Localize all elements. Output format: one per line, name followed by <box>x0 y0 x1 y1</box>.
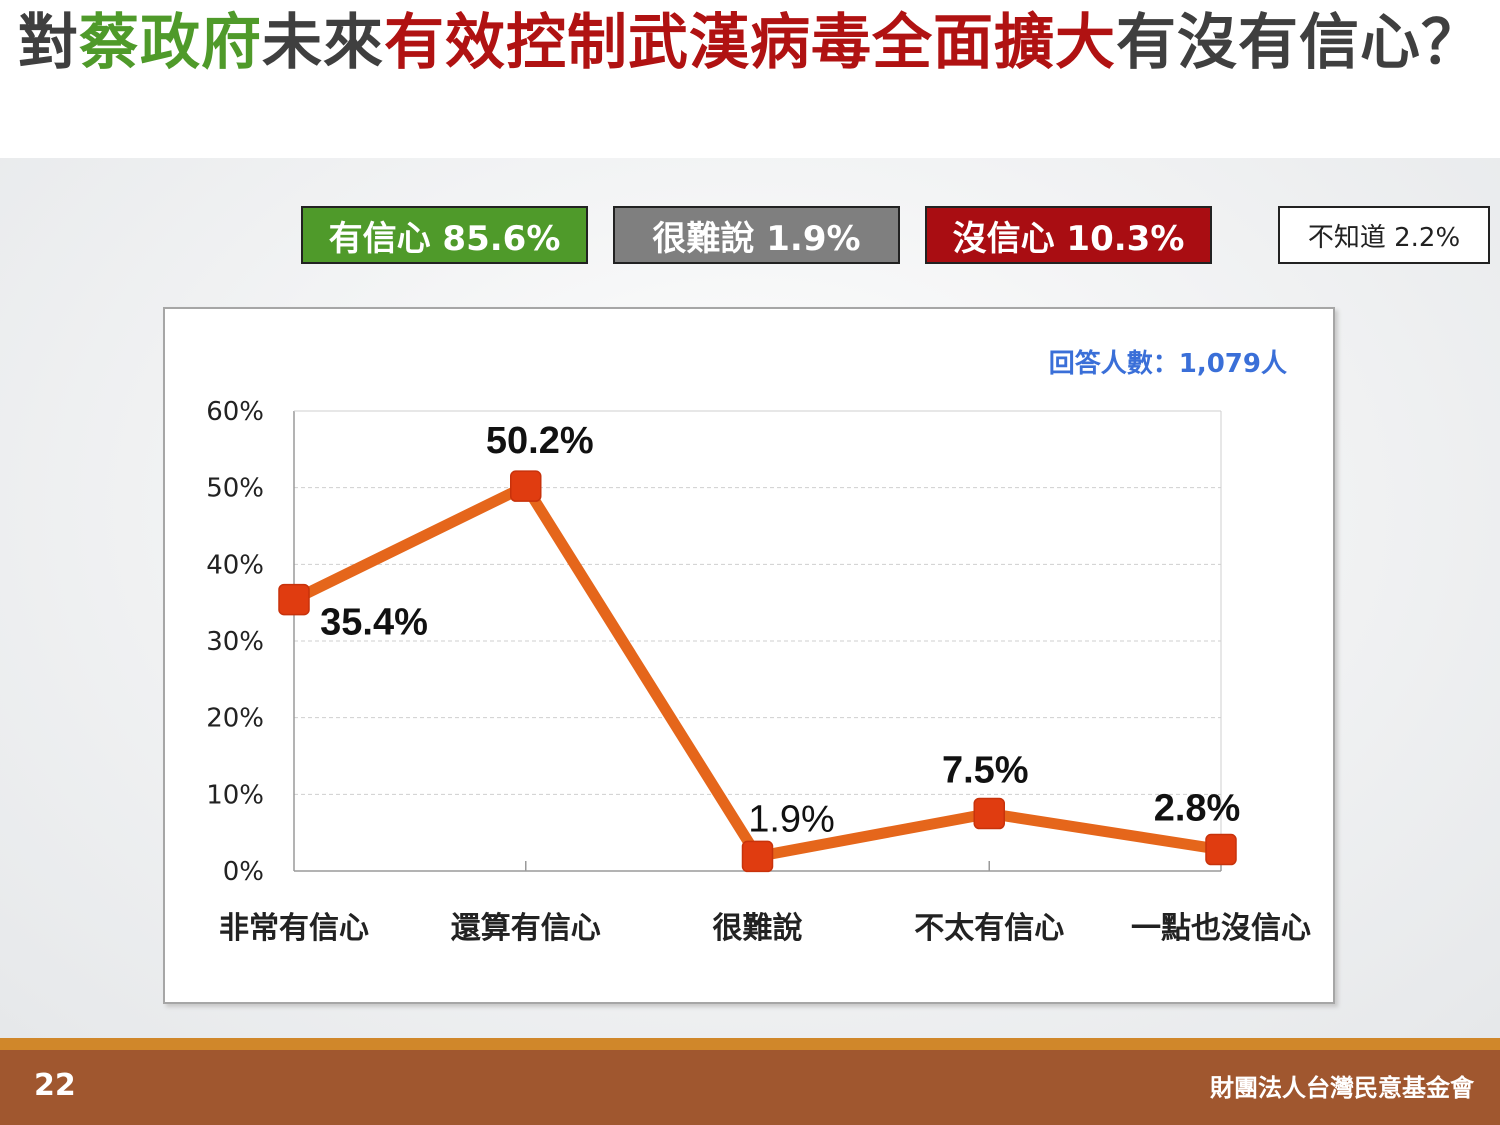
y-tick-label: 10% <box>206 780 264 810</box>
summary-hard-to-say-box: 很難說 1.9% <box>613 206 900 264</box>
respondents-note: 回答人數：1,079人 <box>1049 348 1287 379</box>
y-tick-label: 0% <box>223 857 264 887</box>
title-part-topic: 有效控制武漢病毒全面擴大 <box>384 8 1116 78</box>
title-part-5: 有沒有信心？ <box>1116 8 1482 78</box>
data-point-marker <box>1205 833 1237 866</box>
page-number: 22 <box>34 1068 76 1103</box>
footer-bar <box>0 1050 1500 1125</box>
y-tick-label: 40% <box>206 550 264 580</box>
chart-panel: 0% 10% 20% 30% 40% 50% 60% 非常有信心 還算有信心 很難說 不太有信心 一點… <box>163 307 1335 1004</box>
page-title: 對蔡政府未來有效控制武漢病毒全面擴大有沒有信心？ <box>18 4 1488 82</box>
title-part-government: 蔡政府 <box>79 8 262 78</box>
summary-confident-box: 有信心 85.6% <box>301 206 588 264</box>
data-label: 7.5% <box>942 750 1029 792</box>
data-label: 35.4% <box>320 602 428 644</box>
summary-dont-know-box: 不知道 2.2% <box>1278 206 1490 264</box>
x-category-label: 不太有信心 <box>914 911 1064 946</box>
x-category-label: 非常有信心 <box>219 911 369 946</box>
x-category-label: 一點也沒信心 <box>1131 911 1311 946</box>
title-part-1: 對 <box>18 8 79 78</box>
footer-accent-line <box>0 1038 1500 1050</box>
y-tick-label: 60% <box>206 397 264 427</box>
data-point-marker <box>278 583 310 616</box>
data-label: 1.9% <box>748 798 835 840</box>
data-point-marker <box>741 840 774 873</box>
y-tick-label: 30% <box>206 627 264 657</box>
summary-not-confident-box: 沒信心 10.3% <box>925 206 1212 264</box>
data-point-marker <box>510 470 542 502</box>
x-category-label: 很難說 <box>713 911 803 946</box>
y-tick-label: 20% <box>206 704 264 734</box>
line-chart: 0% 10% 20% 30% 40% 50% 60% 非常有信心 還算有信心 很難說 不太有信心 一點… <box>206 348 1311 946</box>
data-label: 2.8% <box>1154 788 1241 830</box>
y-tick-label: 50% <box>206 474 264 504</box>
data-label: 50.2% <box>486 420 594 462</box>
title-part-3: 未來 <box>262 8 384 78</box>
organization-name: 財團法人台灣民意基金會 <box>1210 1074 1474 1102</box>
data-point-marker <box>973 797 1005 830</box>
x-category-label: 還算有信心 <box>451 911 601 946</box>
